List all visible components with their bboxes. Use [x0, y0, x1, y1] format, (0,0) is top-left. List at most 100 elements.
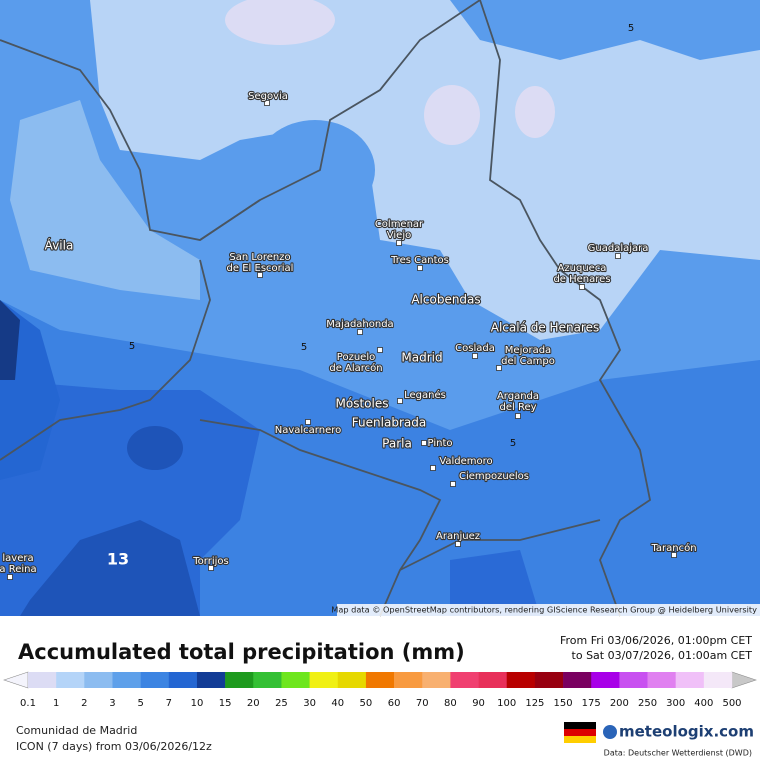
place-dot: [579, 284, 585, 290]
scale-box: [281, 672, 310, 688]
scale-box: [394, 672, 423, 688]
place-dot: [671, 552, 677, 558]
scale-label: 5: [137, 698, 143, 709]
place-label: Alcobendas: [411, 293, 480, 307]
place-label: Aranjuez: [436, 531, 480, 542]
scale-box: [619, 672, 648, 688]
scale-box: [84, 672, 113, 688]
place-dot: [208, 565, 214, 571]
scale-box: [647, 672, 676, 688]
place-label: Navalcarnero: [275, 425, 342, 436]
place-dot: [7, 574, 13, 580]
scale-label: 125: [525, 698, 544, 709]
place-dot: [417, 265, 423, 271]
scale-label: 50: [360, 698, 373, 709]
contour-label: 13: [107, 550, 129, 569]
place-label: de Alarcón: [329, 362, 382, 374]
data-source: Data: Deutscher Wetterdienst (DWD): [604, 749, 752, 758]
flag: [564, 722, 596, 743]
place-label: San Lorenzo: [229, 252, 290, 263]
rain-area: [515, 86, 555, 138]
place-dot: [357, 329, 363, 335]
scale-label: 20: [247, 698, 260, 709]
rain-area: [225, 0, 335, 45]
scale-label: 70: [416, 698, 429, 709]
scale-label: 3: [109, 698, 115, 709]
color-scale: 0.1 1 2 3 5 7 10 15 20 25 30 40 50 60 70 80 90 100 125 150 1…: [20, 672, 742, 709]
brand-icon: [603, 725, 617, 739]
place-dot: [257, 272, 263, 278]
scale-label: 175: [582, 698, 601, 709]
scale-label: 250: [638, 698, 657, 709]
scale-box: [28, 672, 57, 688]
border: [399, 519, 601, 571]
place-label: Torrijos: [192, 556, 228, 567]
place-dot: [472, 353, 478, 359]
scale-label: 150: [553, 698, 572, 709]
place-label: Tarancón: [650, 542, 696, 554]
scale-box: [534, 672, 564, 688]
place-label: Fuenlabrada: [352, 416, 426, 430]
contour-label: 5: [628, 23, 634, 34]
scale-label: 80: [444, 698, 457, 709]
place-dot: [455, 541, 461, 547]
scale-label: 400: [694, 698, 713, 709]
scale-box: [450, 672, 479, 688]
legend-title: Accumulated total precipitation (mm): [18, 640, 465, 664]
scale-end: [3, 671, 29, 689]
rain-area: [90, 0, 760, 340]
place-dot: [430, 465, 436, 471]
place-label: Colmenar: [375, 219, 424, 230]
place-label: del Campo: [501, 356, 555, 367]
rain-area: [10, 100, 200, 300]
place-dot: [305, 419, 311, 425]
rain-area: [0, 300, 20, 380]
scale-box: [56, 672, 85, 688]
scale-label: 40: [331, 698, 344, 709]
place-label: Majadahonda: [326, 319, 393, 330]
scale-label: 90: [472, 698, 485, 709]
place-dot: [496, 365, 502, 371]
rain-area: [255, 120, 375, 220]
border: [0, 259, 211, 461]
border: [199, 199, 261, 241]
attribution-box: [337, 604, 760, 616]
place-label: Azuqueca: [558, 263, 607, 274]
scale-label: 15: [219, 698, 232, 709]
scale-box: [112, 672, 141, 688]
place-label: Arganda: [497, 391, 539, 402]
place-label: Madrid: [401, 351, 442, 365]
rain-area: [450, 550, 540, 616]
scale-box: [140, 672, 170, 688]
place-label: Leganés: [404, 389, 446, 401]
region: Comunidad de Madrid: [16, 724, 137, 737]
place-label: Pinto: [428, 438, 453, 449]
rain-area: [20, 520, 200, 616]
place-label: a Reina: [0, 564, 37, 575]
place-label: Mejorada: [505, 345, 551, 356]
scale-box: [506, 672, 536, 688]
scale-label: 300: [666, 698, 685, 709]
period-end: to Sat 03/07/2026, 01:00am CET: [572, 649, 753, 662]
place-label: Móstoles: [336, 397, 389, 411]
place-label: Valdemoro: [439, 456, 492, 467]
place-label: de Henares: [553, 274, 610, 285]
scale-box: [196, 672, 226, 688]
rain-area: [450, 0, 760, 60]
place-label: Segovia: [248, 91, 288, 102]
scale-box: [225, 672, 254, 688]
scale-label: 25: [275, 698, 288, 709]
scale-box: [675, 672, 705, 688]
scale-label: 0.1: [20, 698, 36, 709]
place-dot: [264, 100, 270, 106]
brand[interactable]: meteologix.com: [619, 723, 754, 741]
scale-label: 7: [166, 698, 172, 709]
place-label: Coslada: [455, 343, 495, 354]
place-dot: [450, 481, 456, 487]
place-label: Ciempozuelos: [459, 471, 529, 482]
scale-label: 2: [81, 698, 87, 709]
place-label: lavera: [2, 553, 33, 564]
place-label: Ávila: [45, 238, 74, 253]
